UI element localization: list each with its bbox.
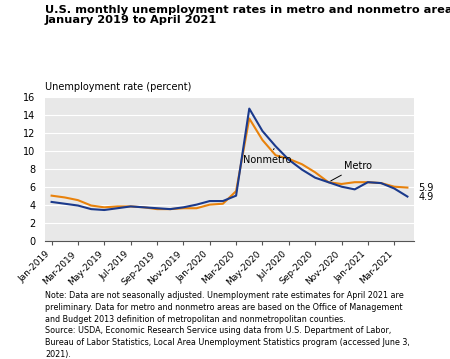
Text: 4.9: 4.9 <box>418 192 434 201</box>
Text: January 2019 to April 2021: January 2019 to April 2021 <box>45 15 217 25</box>
Text: Nonmetro: Nonmetro <box>243 149 291 165</box>
Text: U.S. monthly unemployment rates in metro and nonmetro areas,: U.S. monthly unemployment rates in metro… <box>45 5 450 15</box>
Text: Unemployment rate (percent): Unemployment rate (percent) <box>45 81 191 92</box>
Text: 5.9: 5.9 <box>418 183 434 192</box>
Text: Metro: Metro <box>331 161 372 181</box>
Text: Note: Data are not seasonally adjusted. Unemployment rate estimates for April 20: Note: Data are not seasonally adjusted. … <box>45 291 410 359</box>
